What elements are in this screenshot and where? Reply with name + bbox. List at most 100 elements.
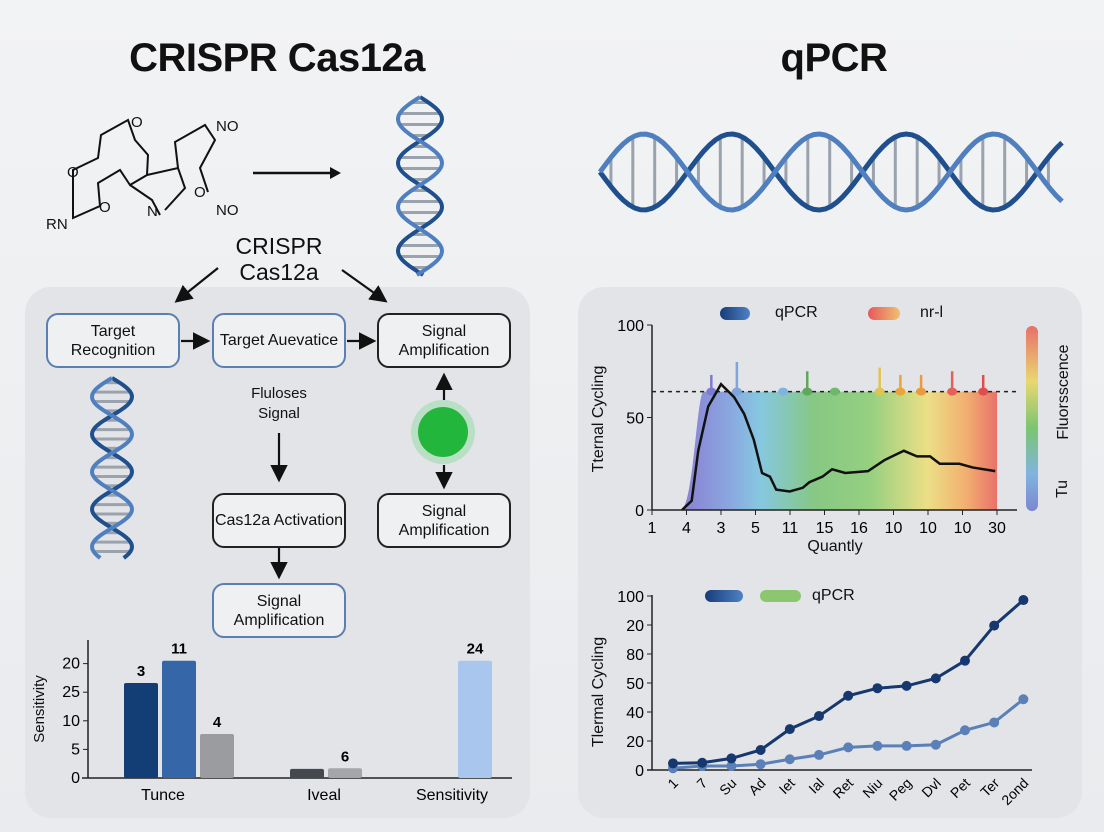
mol-n: N <box>147 203 158 220</box>
arrow-to-amplification <box>341 269 388 303</box>
data-point <box>901 740 912 751</box>
y-tick-label: 50 <box>626 411 644 428</box>
y-tick-label: 0 <box>635 763 644 780</box>
data-point <box>872 683 883 694</box>
arrow-to-recognition <box>174 267 219 303</box>
data-point <box>930 739 941 750</box>
center-label-line2: Cas12a <box>239 259 319 285</box>
bar <box>200 733 234 778</box>
chart1-ylabel: Tternal Cycling <box>590 365 607 473</box>
data-point <box>755 759 766 770</box>
x-tick-label: 11 <box>782 520 799 537</box>
data-point <box>960 725 970 736</box>
mol-no-top: NO <box>216 118 239 135</box>
chart1-xlabel: Quantly <box>807 538 863 555</box>
fluor-line2: Signal <box>258 405 300 422</box>
chart2-ylabel: Tlermal Cycling <box>590 636 607 748</box>
y-tick-label: 20 <box>626 734 644 751</box>
data-point <box>930 673 941 684</box>
x-tick-label: 1 <box>648 520 657 537</box>
qpcr-title: qPCR <box>780 36 888 80</box>
colorbar-label: Fluorsscence <box>1055 344 1072 440</box>
peak-marker <box>947 387 958 396</box>
x-tick-label: Ad <box>745 775 768 798</box>
peak-marker <box>874 387 885 396</box>
data-point <box>1018 595 1029 606</box>
box-target-auevatice: Target Auevatice <box>212 313 346 368</box>
crispr-center-label: CRISPR Cas12a <box>220 233 338 285</box>
mol-rn: RN <box>46 216 68 233</box>
chart2-legend-qpcr: qPCR <box>812 587 855 604</box>
data-point <box>755 744 766 755</box>
x-tick-label: 7 <box>693 775 710 792</box>
box-signal-amp-top: Signal Amplification <box>377 313 511 368</box>
strand <box>89 376 135 560</box>
data-point <box>989 717 1000 728</box>
data-point <box>960 655 970 666</box>
data-point <box>901 680 912 691</box>
x-tick-label: 3 <box>717 520 726 537</box>
x-tick-label: 4 <box>682 520 691 537</box>
data-point <box>843 690 854 701</box>
peak-marker <box>778 387 789 396</box>
bar-value-label: 11 <box>171 641 187 658</box>
legend-swatch-green <box>760 590 801 602</box>
bar-value-label: 24 <box>467 641 484 658</box>
x-tick-label: Niu <box>859 775 885 801</box>
data-point <box>814 749 824 760</box>
legend-swatch-nrl <box>868 307 900 320</box>
x-category-label: Iveal <box>307 787 341 804</box>
colorbar <box>1026 326 1038 511</box>
box-signal-amp-right: Signal Amplification <box>377 493 511 548</box>
data-point <box>726 753 737 764</box>
crispr-title: CRISPR Cas12a <box>129 36 425 80</box>
x-category-label: Sensitivity <box>416 787 488 804</box>
bar <box>458 660 492 778</box>
fluorescence-signal-label: Fluloses Signal <box>220 384 338 424</box>
x-tick-label: Ial <box>805 775 827 797</box>
y-tick-label: 5 <box>71 741 80 758</box>
x-tick-label: Peg <box>886 775 915 804</box>
peak-marker <box>895 387 906 396</box>
data-point <box>1018 694 1029 705</box>
data-point <box>784 754 795 765</box>
x-tick-label: 2ond <box>998 775 1031 808</box>
fluorescence-area <box>681 391 997 510</box>
x-tick-label: 5 <box>751 520 760 537</box>
strand <box>597 131 1064 213</box>
legend-swatch-qpcr <box>720 307 750 320</box>
peak-marker <box>978 387 989 396</box>
y-tick-label: 100 <box>617 318 644 335</box>
x-tick-label: Iet <box>776 775 798 797</box>
x-tick-label: Pet <box>947 775 973 801</box>
colorbar-low-label: Tu <box>1054 479 1072 499</box>
data-point <box>726 760 737 771</box>
x-tick-label: 10 <box>954 520 972 537</box>
bar-value-label: 4 <box>213 714 222 731</box>
mol-no-bottom: NO <box>216 202 239 219</box>
peak-marker <box>731 387 742 396</box>
x-tick-label: 10 <box>885 520 903 537</box>
x-tick-label: 15 <box>816 520 834 537</box>
x-tick-label: Dvl <box>918 775 944 801</box>
qpcr-panel <box>578 287 1082 818</box>
x-tick-label: Su <box>716 775 739 798</box>
data-point <box>668 758 678 769</box>
y-tick-label: 0 <box>71 770 80 787</box>
y-tick-label: 20 <box>62 656 80 673</box>
amplification-curve <box>681 382 996 511</box>
peak-marker <box>802 387 813 396</box>
fluor-line1: Fluloses <box>251 385 307 402</box>
y-tick-label: 40 <box>626 705 644 722</box>
y-tick-label: 80 <box>626 647 644 664</box>
green-signal-icon <box>418 407 468 457</box>
y-tick-label: 10 <box>62 713 80 730</box>
y-tick-label: 100 <box>617 589 644 606</box>
data-point <box>814 711 824 722</box>
data-point <box>989 620 1000 631</box>
center-label-line1: CRISPR <box>235 233 323 259</box>
dna-helix-horizontal-icon <box>597 131 1064 213</box>
box-cas12a-activation: Cas12a Activation <box>212 493 346 548</box>
